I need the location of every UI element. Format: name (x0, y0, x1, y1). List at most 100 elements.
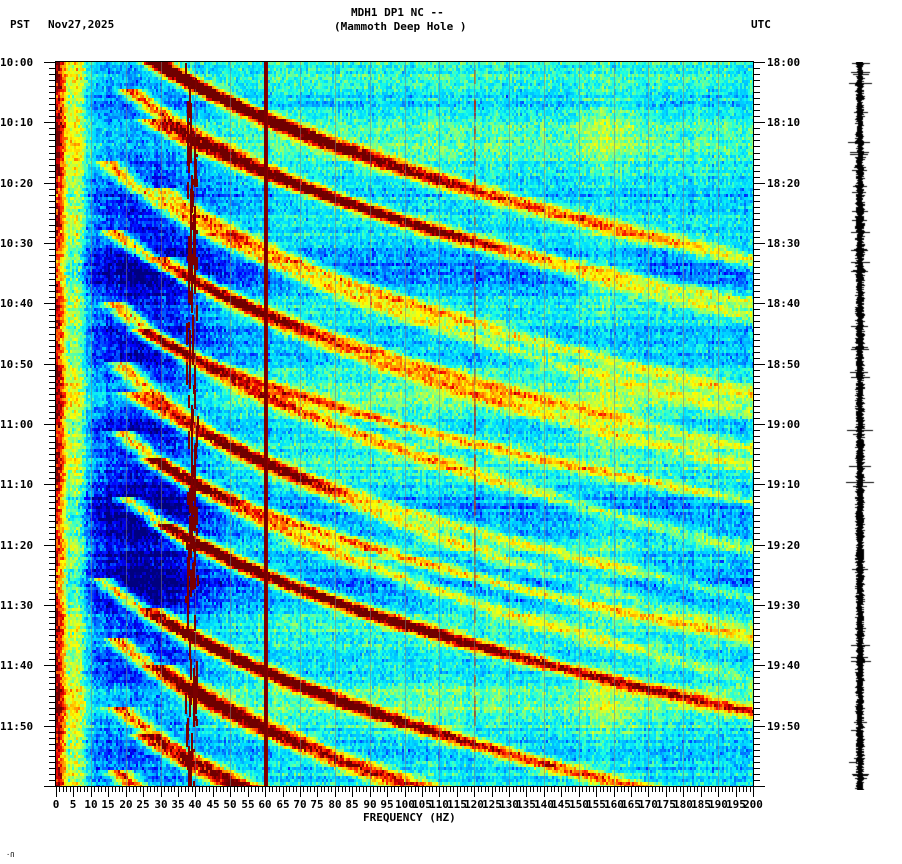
x-minor-tick (415, 786, 416, 792)
y-minor-tick-left (49, 74, 56, 75)
y-axis-tick-label-right: 19:00 (767, 418, 801, 431)
y-minor-tick-right (753, 406, 760, 407)
y-major-tick-left (44, 665, 56, 666)
x-minor-tick (87, 786, 88, 792)
x-minor-tick (384, 786, 385, 792)
x-axis-tick-label: 170 (638, 798, 658, 811)
y-axis-tick-label-right: 19:50 (767, 720, 801, 733)
x-minor-tick (488, 786, 489, 792)
x-minor-tick (582, 786, 583, 792)
y-minor-tick-left (49, 370, 56, 371)
x-minor-tick (115, 786, 116, 792)
x-axis-tick-label: 200 (743, 798, 763, 811)
x-minor-tick (342, 786, 343, 792)
y-minor-tick-right (753, 370, 760, 371)
x-minor-tick (575, 786, 576, 792)
y-minor-tick-left (49, 146, 56, 147)
y-minor-tick-right (753, 708, 760, 709)
x-minor-tick (495, 786, 496, 792)
y-minor-tick-left (49, 321, 56, 322)
x-minor-tick (655, 786, 656, 792)
x-minor-tick (499, 786, 500, 792)
x-minor-tick (356, 786, 357, 792)
x-minor-tick (380, 786, 381, 792)
x-axis-tick-label: 190 (708, 798, 728, 811)
y-minor-tick-left (49, 225, 56, 226)
y-minor-tick-right (753, 466, 760, 467)
x-minor-tick (216, 786, 217, 792)
x-minor-tick (506, 786, 507, 792)
y-minor-tick-left (49, 412, 56, 413)
x-minor-tick (732, 786, 733, 792)
x-minor-tick (429, 786, 430, 792)
y-major-tick-left (44, 364, 56, 365)
x-minor-tick (77, 786, 78, 792)
x-axis-tick-label: 25 (136, 798, 150, 811)
x-major-tick (335, 786, 336, 797)
y-minor-tick-right (753, 647, 760, 648)
x-axis-tick-label: 65 (276, 798, 290, 811)
y-minor-tick-left (49, 86, 56, 87)
x-minor-tick (467, 786, 468, 792)
x-minor-tick (202, 786, 203, 792)
x-axis-tick-label: 160 (604, 798, 624, 811)
y-minor-tick-right (753, 732, 760, 733)
y-minor-tick-left (49, 659, 56, 660)
y-minor-tick-right (753, 315, 760, 316)
x-minor-tick (289, 786, 290, 792)
y-minor-tick-right (753, 557, 760, 558)
y-minor-tick-left (49, 527, 56, 528)
x-minor-tick (94, 786, 95, 792)
y-axis-tick-label-right: 18:00 (767, 56, 801, 69)
y-minor-tick-left (49, 744, 56, 745)
y-minor-tick-left (49, 490, 56, 491)
spectrogram-plot[interactable] (56, 62, 753, 786)
y-axis-tick-label-right: 18:20 (767, 177, 801, 190)
y-minor-tick-right (753, 334, 760, 335)
x-minor-tick (286, 786, 287, 792)
x-major-tick (405, 786, 406, 797)
y-minor-tick-left (49, 702, 56, 703)
x-minor-tick (711, 786, 712, 792)
x-minor-tick (537, 786, 538, 792)
y-minor-tick-left (49, 647, 56, 648)
x-axis-tick-label: 135 (516, 798, 536, 811)
y-axis-tick-label-right: 19:20 (767, 539, 801, 552)
x-minor-tick (530, 786, 531, 792)
x-minor-tick (133, 786, 134, 792)
y-minor-tick-right (753, 134, 760, 135)
x-minor-tick (154, 786, 155, 792)
x-minor-tick (373, 786, 374, 792)
y-minor-tick-right (753, 171, 760, 172)
x-minor-tick (593, 786, 594, 792)
x-axis-tick-label: 50 (223, 798, 237, 811)
y-minor-tick-left (49, 774, 56, 775)
y-minor-tick-right (753, 533, 760, 534)
x-minor-tick (610, 786, 611, 792)
y-minor-tick-left (49, 334, 56, 335)
x-axis-tick-label: 0 (52, 798, 60, 811)
x-major-tick (300, 786, 301, 797)
x-major-tick (457, 786, 458, 797)
x-minor-tick (366, 786, 367, 792)
y-minor-tick-left (49, 358, 56, 359)
x-minor-tick (338, 786, 339, 792)
x-major-tick (161, 786, 162, 797)
y-axis-tick-label-right: 19:40 (767, 659, 801, 672)
y-minor-tick-right (753, 454, 760, 455)
x-minor-tick (638, 786, 639, 792)
x-minor-tick (502, 786, 503, 792)
y-axis-tick-label-right: 19:30 (767, 599, 801, 612)
y-axis-tick-label-left: 11:50 (0, 720, 34, 733)
y-minor-tick-right (753, 587, 760, 588)
y-major-tick-right (753, 122, 765, 123)
x-minor-tick (673, 786, 674, 792)
y-major-tick-left (44, 183, 56, 184)
x-major-tick (317, 786, 318, 797)
x-minor-tick (328, 786, 329, 792)
y-minor-tick-right (753, 635, 760, 636)
x-axis-tick-label: 110 (429, 798, 449, 811)
x-major-tick (631, 786, 632, 797)
x-major-tick (265, 786, 266, 797)
x-axis-tick-label: 10 (84, 798, 98, 811)
